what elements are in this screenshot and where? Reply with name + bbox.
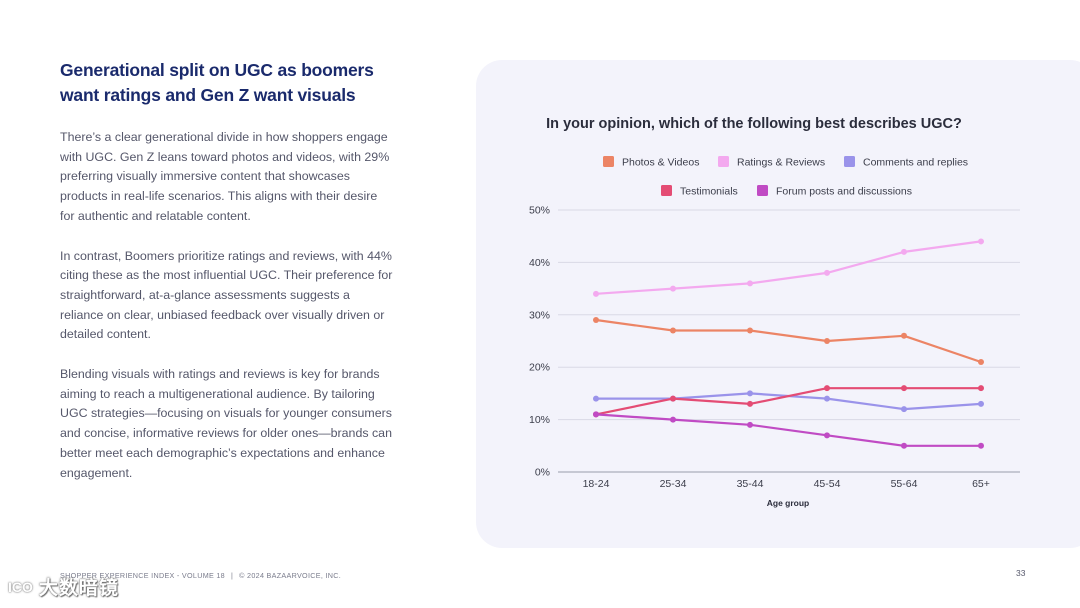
series-line-0 xyxy=(594,318,983,364)
x-tick-label-4: 55-64 xyxy=(891,478,918,490)
x-axis: 18-24 25-34 35-44 45-54 55-64 65+ xyxy=(583,478,990,490)
page-headline: Generational split on UGC as boomers wan… xyxy=(60,60,374,105)
data-point-0-0 xyxy=(593,317,599,324)
data-point-1-1 xyxy=(670,285,676,292)
x-tick-label-0: 18-24 xyxy=(583,478,610,490)
y-tick-label-1: 10% xyxy=(529,414,550,426)
data-point-4-3 xyxy=(824,432,830,439)
data-point-1-2 xyxy=(747,280,753,287)
data-point-2-0 xyxy=(593,395,599,402)
data-point-0-2 xyxy=(747,327,753,334)
data-point-1-0 xyxy=(593,290,599,297)
data-point-4-5 xyxy=(978,442,984,449)
chart-gridlines xyxy=(558,209,1020,473)
data-point-0-4 xyxy=(901,332,907,339)
chart-title: In your opinion, which of the following … xyxy=(546,116,962,132)
legend-label-0: Photos & Videos xyxy=(622,157,699,169)
series-line-3 xyxy=(594,387,983,416)
legend-label-1: Ratings & Reviews xyxy=(737,157,825,169)
paragraph-3: Blending visuals with ratings and review… xyxy=(60,367,392,480)
chart-panel: In your opinion, which of the following … xyxy=(476,60,1080,548)
watermark-text: 大数暗镜 xyxy=(38,578,119,599)
y-axis: 0% 10% 20% 30% 40% 50% xyxy=(529,205,550,479)
data-point-3-4 xyxy=(901,385,907,392)
data-point-0-3 xyxy=(824,338,830,344)
y-tick-label-4: 40% xyxy=(529,257,550,269)
paragraph-2: In contrast, Boomers prioritize ratings … xyxy=(60,248,393,342)
x-axis-label: Age group xyxy=(767,498,810,508)
data-point-1-4 xyxy=(901,248,907,255)
series-line-4 xyxy=(594,413,983,447)
data-point-4-0 xyxy=(593,411,599,418)
data-point-0-1 xyxy=(670,327,676,334)
paragraph-1: There’s a clear generational divide in h… xyxy=(60,130,390,223)
data-point-0-5 xyxy=(978,358,984,365)
y-tick-label-5: 50% xyxy=(529,205,550,217)
chart-series xyxy=(593,238,984,449)
legend-label-2: Comments and replies xyxy=(863,157,968,169)
legend-swatch-3 xyxy=(661,185,672,196)
footer-source-text: SHOPPER EXPERIENCE INDEX - VOLUME 18 xyxy=(60,571,225,580)
watermark-logo: ICO xyxy=(8,578,33,595)
legend-swatch-1 xyxy=(718,156,729,167)
x-tick-label-3: 45-54 xyxy=(814,478,841,490)
y-tick-label-0: 0% xyxy=(535,467,550,479)
series-line-1 xyxy=(594,240,983,295)
y-tick-label-2: 20% xyxy=(529,362,550,374)
x-tick-label-1: 25-34 xyxy=(660,478,687,490)
chart-legend: Photos & Videos Ratings & Reviews Comments… xyxy=(603,156,968,198)
footer-source: SHOPPER EXPERIENCE INDEX - VOLUME 18 | © 2… xyxy=(60,571,341,580)
page-number: 33 xyxy=(1016,568,1026,578)
text-column: Generational split on UGC as boomers wan… xyxy=(60,58,395,483)
data-point-2-5 xyxy=(978,400,984,407)
footer-separator: | xyxy=(230,571,234,580)
data-point-2-2 xyxy=(747,390,753,397)
legend-swatch-0 xyxy=(603,156,614,167)
legend-label-4: Forum posts and discussions xyxy=(776,186,912,198)
line-chart: In your opinion, which of the following … xyxy=(529,116,1020,508)
data-point-2-4 xyxy=(901,406,907,413)
legend-swatch-2 xyxy=(844,156,855,167)
data-point-3-1 xyxy=(670,395,676,402)
data-point-1-3 xyxy=(824,269,830,276)
data-point-4-1 xyxy=(670,416,676,423)
x-tick-label-2: 35-44 xyxy=(737,478,764,490)
footer-copyright: © 2024 BAZAARVOICE, INC. xyxy=(239,571,341,580)
x-tick-label-5: 65+ xyxy=(972,478,990,490)
data-point-3-2 xyxy=(747,400,753,407)
legend-label-3: Testimonials xyxy=(680,186,738,198)
data-point-3-5 xyxy=(978,385,984,392)
data-point-1-5 xyxy=(978,238,984,245)
data-point-4-4 xyxy=(901,442,907,449)
watermark: ICO 大数暗镜 xyxy=(8,573,119,600)
data-point-2-3 xyxy=(824,395,830,402)
data-point-3-3 xyxy=(824,385,830,392)
legend-swatch-4 xyxy=(757,185,768,196)
data-point-4-2 xyxy=(747,421,753,428)
y-tick-label-3: 30% xyxy=(529,309,550,321)
